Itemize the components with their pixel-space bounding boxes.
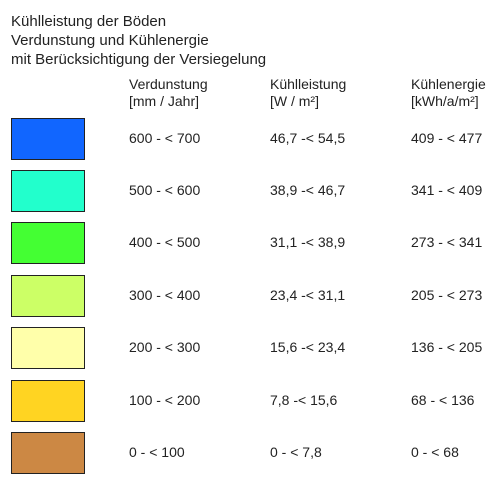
column-unit: [kWh/a/m²] — [411, 93, 479, 109]
kuehlenergie-value: 205 - < 273 — [411, 287, 483, 303]
color-swatch — [11, 432, 85, 474]
title-line-3: mit Berücksichtigung der Versiegelung — [11, 51, 267, 68]
verdunstung-value: 100 - < 200 — [129, 392, 201, 408]
kuehlleistung-value: 7,8 -< 15,6 — [270, 392, 338, 408]
title-line-1: Kühlleistung der Böden — [11, 13, 167, 30]
legend-row: 500 - < 600 38,9 -< 46,7 341 - < 409 — [0, 170, 500, 212]
color-swatch — [11, 222, 85, 264]
column-header-verdunstung: Verdunstung [mm / Jahr] — [129, 76, 208, 110]
kuehlleistung-value: 23,4 -< 31,1 — [270, 287, 346, 303]
color-swatch — [11, 118, 85, 160]
verdunstung-value: 200 - < 300 — [129, 339, 201, 355]
verdunstung-value: 300 - < 400 — [129, 287, 201, 303]
title-line-2: Verdunstung und Kühlenergie — [11, 32, 209, 49]
column-name: Kühlenergie — [411, 76, 486, 92]
color-swatch — [11, 327, 85, 369]
kuehlleistung-value: 0 - < 7,8 — [270, 444, 322, 460]
color-swatch — [11, 170, 85, 212]
kuehlenergie-value: 0 - < 68 — [411, 444, 459, 460]
kuehlenergie-value: 341 - < 409 — [411, 182, 483, 198]
kuehlenergie-value: 136 - < 205 — [411, 339, 483, 355]
kuehlleistung-value: 31,1 -< 38,9 — [270, 234, 346, 250]
column-name: Verdunstung — [129, 76, 208, 92]
verdunstung-value: 0 - < 100 — [129, 444, 185, 460]
legend-row: 0 - < 100 0 - < 7,8 0 - < 68 — [0, 432, 500, 474]
kuehlleistung-value: 38,9 -< 46,7 — [270, 182, 346, 198]
column-unit: [mm / Jahr] — [129, 93, 200, 109]
column-header-kuehlenergie: Kühlenergie [kWh/a/m²] — [411, 76, 486, 110]
kuehlenergie-value: 409 - < 477 — [411, 130, 483, 146]
column-name: Kühlleistung — [270, 76, 347, 92]
legend-row: 100 - < 200 7,8 -< 15,6 68 - < 136 — [0, 380, 500, 422]
verdunstung-value: 600 - < 700 — [129, 130, 201, 146]
legend-title: Kühlleistung der Böden Verdunstung und K… — [11, 12, 266, 69]
column-unit: [W / m²] — [270, 93, 319, 109]
legend-row: 400 - < 500 31,1 -< 38,9 273 - < 341 — [0, 222, 500, 264]
verdunstung-value: 400 - < 500 — [129, 234, 201, 250]
verdunstung-value: 500 - < 600 — [129, 182, 201, 198]
legend-row: 300 - < 400 23,4 -< 31,1 205 - < 273 — [0, 275, 500, 317]
legend-row: 600 - < 700 46,7 -< 54,5 409 - < 477 — [0, 118, 500, 160]
kuehlenergie-value: 273 - < 341 — [411, 234, 483, 250]
column-header-kuehlleistung: Kühlleistung [W / m²] — [270, 76, 346, 110]
color-swatch — [11, 275, 85, 317]
kuehlleistung-value: 46,7 -< 54,5 — [270, 130, 346, 146]
color-swatch — [11, 380, 85, 422]
kuehlleistung-value: 15,6 -< 23,4 — [270, 339, 346, 355]
kuehlenergie-value: 68 - < 136 — [411, 392, 475, 408]
legend-row: 200 - < 300 15,6 -< 23,4 136 - < 205 — [0, 327, 500, 369]
